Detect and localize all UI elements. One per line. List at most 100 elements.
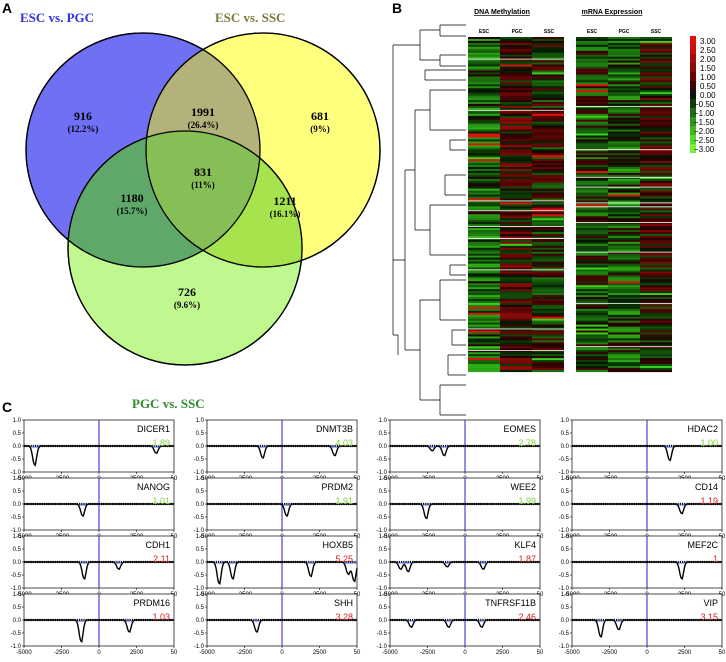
profile-curve bbox=[24, 445, 174, 467]
y-tick-label: 0.0 bbox=[379, 618, 388, 624]
y-tick-label: -0.5 bbox=[377, 515, 388, 521]
y-tick-label: 0.5 bbox=[379, 489, 388, 495]
y-tick-label: -1.0 bbox=[11, 470, 22, 476]
y-tick-label: 0.5 bbox=[13, 605, 22, 611]
y-tick-label: 0.0 bbox=[379, 560, 388, 566]
venn-set-title-pgc-ssc: PGC vs. SSC bbox=[132, 396, 205, 411]
gene-label: HOXB5 bbox=[322, 540, 353, 550]
gene-score: 1 bbox=[713, 554, 718, 564]
y-tick-label: 0.5 bbox=[379, 605, 388, 611]
profile-plot-cd14: 1.00.50.0-0.5-1.0-5000-25000250050CD141.… bbox=[559, 476, 726, 540]
y-tick-label: 0.0 bbox=[13, 560, 22, 566]
gene-score: 1.87 bbox=[518, 554, 536, 564]
y-tick-label: 1.0 bbox=[379, 534, 388, 540]
profile-plot-shh: 1.0 0.5 0.0 -0.5 -1.0-5000 -2500 0 2500 50 SHH 3.2… bbox=[194, 592, 361, 656]
y-tick-label: 0.5 bbox=[196, 431, 205, 437]
y-tick-label: -0.5 bbox=[377, 631, 388, 637]
x-tick-label: 2500 bbox=[678, 650, 692, 656]
profile-curve bbox=[572, 503, 722, 515]
legend-label-12: −2.50 bbox=[694, 136, 715, 145]
y-tick-label: -1.0 bbox=[377, 586, 388, 592]
gene-score: 2.78 bbox=[518, 438, 536, 448]
legend-label-9: −1.00 bbox=[694, 109, 715, 118]
legend-label-1: 3.00 bbox=[700, 37, 716, 46]
profile-curve bbox=[24, 619, 174, 643]
profile-plot-prdm16: 1.0 0.5 0.0 -0.5 -1.0-5000 -2500 0 2500 50 PRDM16… bbox=[11, 592, 178, 656]
y-tick-label: 1.0 bbox=[561, 534, 570, 540]
venn-pct-all-three: (11%) bbox=[191, 180, 215, 190]
x-tick-label: 0 bbox=[645, 650, 649, 656]
legend-label-10: −1.50 bbox=[694, 118, 715, 127]
y-tick-label: 0.5 bbox=[379, 547, 388, 553]
y-tick-label: -1.0 bbox=[377, 644, 388, 650]
gene-label: PRDM16 bbox=[133, 598, 170, 608]
x-tick-label: 2500 bbox=[313, 650, 327, 656]
venn-count-esc-ssc-only: 681 bbox=[311, 109, 329, 123]
x-tick-label: 0 bbox=[280, 650, 284, 656]
gene-score: 1.99 bbox=[518, 496, 536, 506]
gene-label: VIP bbox=[703, 598, 718, 608]
x-tick-label: 50 bbox=[354, 650, 361, 656]
y-tick-label: 0.5 bbox=[13, 489, 22, 495]
y-tick-label: -1.0 bbox=[11, 644, 22, 650]
y-tick-label: -1.0 bbox=[559, 586, 570, 592]
y-tick-label: 0.5 bbox=[196, 605, 205, 611]
x-tick-label: 0 bbox=[463, 650, 467, 656]
x-tick-label: 0 bbox=[97, 650, 101, 656]
heatmap-col-meth-ssc: SSC bbox=[544, 29, 555, 35]
y-tick-label: 0.0 bbox=[379, 502, 388, 508]
legend-label-3: 2.00 bbox=[700, 55, 716, 64]
gene-score: 5.25 bbox=[335, 554, 353, 564]
venn-count-esc-pgc-esc-ssc: 1991 bbox=[191, 105, 215, 119]
gene-label: NANOG bbox=[137, 482, 170, 492]
y-tick-label: 1.0 bbox=[196, 418, 205, 424]
y-tick-label: -1.0 bbox=[377, 528, 388, 534]
y-tick-label: 0.0 bbox=[196, 502, 205, 508]
y-tick-label: -0.5 bbox=[11, 631, 22, 637]
gene-score: 3.15 bbox=[700, 612, 718, 622]
y-tick-label: -0.5 bbox=[559, 573, 570, 579]
y-tick-label: -1.0 bbox=[559, 470, 570, 476]
gene-label: MEF2C bbox=[687, 540, 718, 550]
profile-plot-dicer1: 1.00.50.0-0.5-1.0-5000-25000250050DICER1… bbox=[11, 418, 178, 482]
heatmap-col-meth-esc: ESC bbox=[479, 29, 490, 35]
gene-label: EOMES bbox=[503, 424, 536, 434]
profile-curve bbox=[24, 561, 174, 580]
profile-plot-dnmt3b: 1.00.50.0-0.5-1.0-5000-25000250050DNMT3B… bbox=[194, 418, 361, 482]
y-tick-label: 0.0 bbox=[561, 618, 570, 624]
x-tick-label: 50 bbox=[537, 650, 544, 656]
legend-label-11: −2.00 bbox=[694, 127, 715, 136]
heatmap-col-expr-pgc: PGC bbox=[619, 29, 630, 35]
y-tick-label: 0.5 bbox=[561, 605, 570, 611]
y-tick-label: -0.5 bbox=[377, 457, 388, 463]
heatmap-dendrogram bbox=[392, 24, 466, 416]
venn-count-pgc-ssc-only: 726 bbox=[178, 285, 196, 299]
gene-label: DNMT3B bbox=[316, 424, 353, 434]
y-tick-label: 0.5 bbox=[196, 547, 205, 553]
heatmap-expression-block bbox=[576, 37, 672, 373]
y-tick-label: -1.0 bbox=[194, 586, 205, 592]
legend-label-6: 0.50 bbox=[700, 82, 716, 91]
y-tick-label: 0.0 bbox=[379, 444, 388, 450]
profile-curve bbox=[390, 561, 540, 573]
heatmap-col-meth-pgc: PGC bbox=[512, 29, 523, 35]
y-tick-label: -0.5 bbox=[11, 515, 22, 521]
x-tick-label: -5000 bbox=[564, 650, 580, 656]
gene-score: 1.89 bbox=[152, 438, 170, 448]
y-tick-label: 0.5 bbox=[379, 431, 388, 437]
profile-curve bbox=[207, 503, 357, 517]
methylation-profile-grid: 1.00.50.0-0.5-1.0-5000-25000250050DICER1… bbox=[11, 418, 726, 656]
gene-score: 1.00 bbox=[700, 438, 718, 448]
profile-plot-hoxb5: 1.00.50.0-0.5-1.0-5000-25000250050HOXB55… bbox=[194, 534, 361, 598]
profile-curve bbox=[24, 503, 174, 517]
y-tick-label: -0.5 bbox=[11, 457, 22, 463]
gene-score: 1.91 bbox=[335, 496, 353, 506]
legend-label-8: −0.50 bbox=[694, 100, 715, 109]
venn-pct-esc-pgc-esc-ssc: (26.4%) bbox=[188, 120, 219, 130]
profile-plot-vip: 1.0 0.5 0.0 -0.5 -1.0-5000 -2500 0 2500 50 VIP 3.1… bbox=[559, 592, 726, 656]
venn-count-all-three: 831 bbox=[194, 165, 212, 179]
heatmap-methylation-block bbox=[468, 37, 564, 373]
profile-curve bbox=[390, 503, 540, 520]
gene-label: WEE2 bbox=[510, 482, 536, 492]
